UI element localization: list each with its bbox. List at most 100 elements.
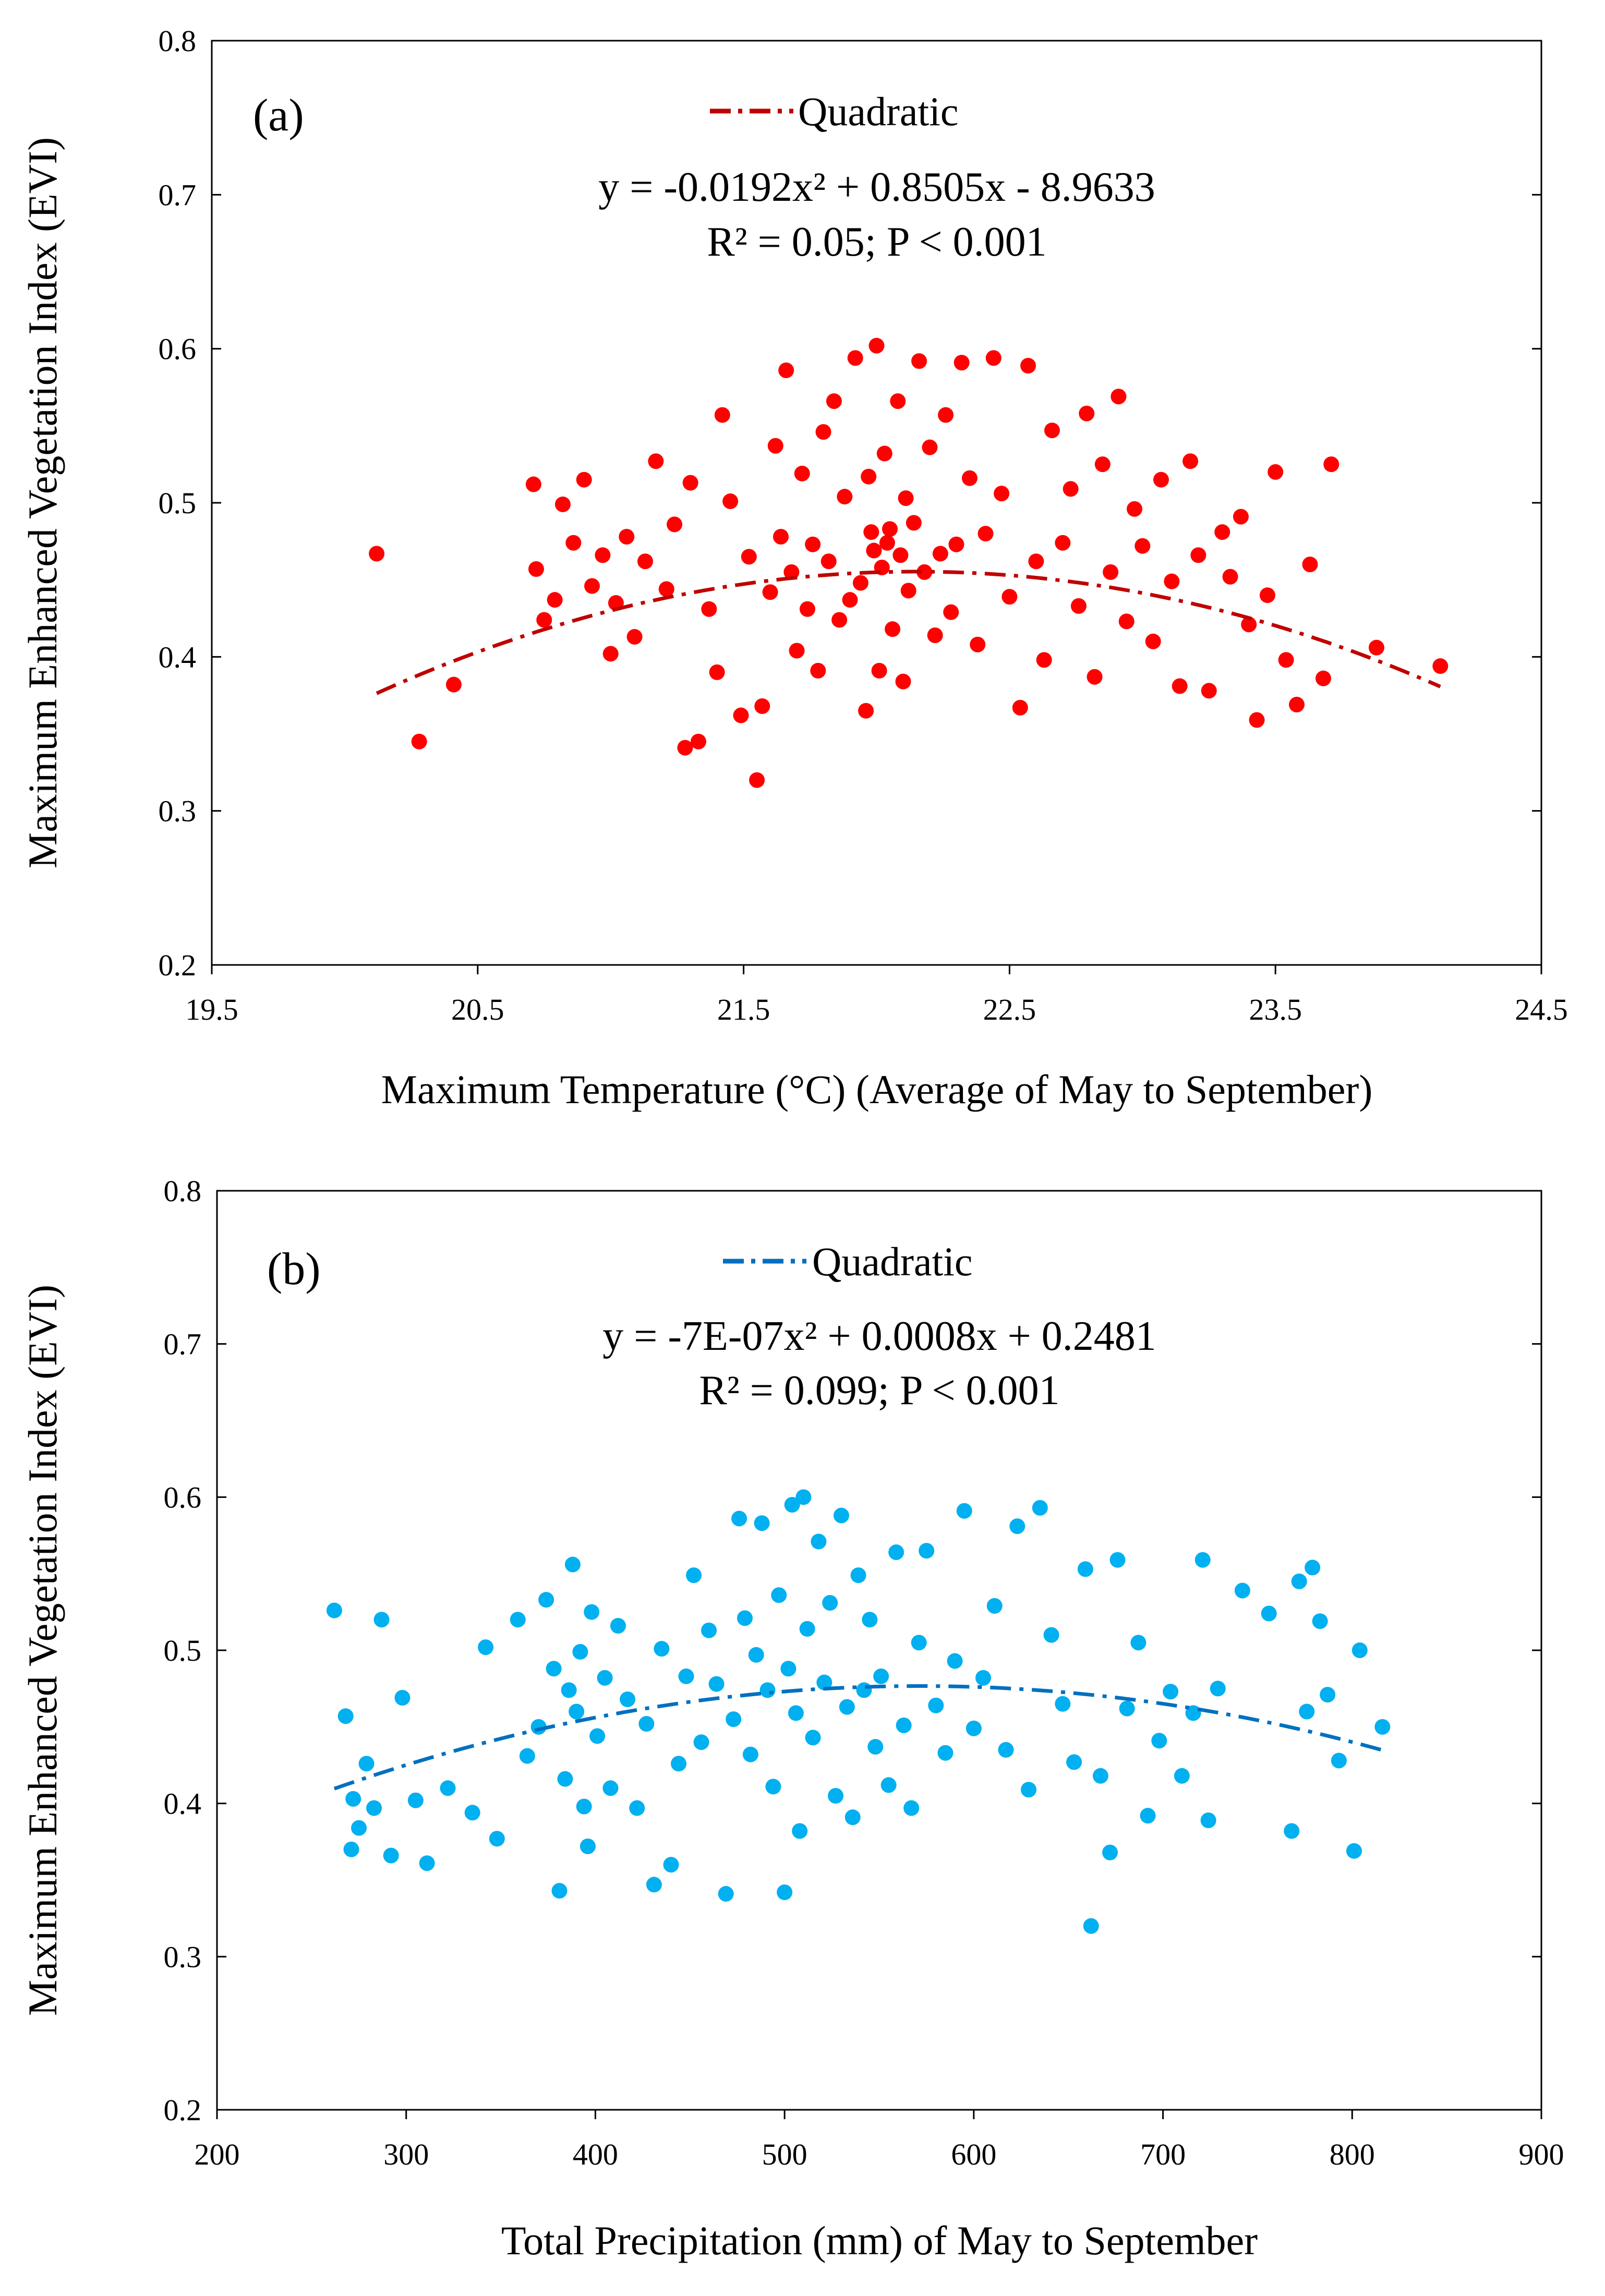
- data-point-a-77: [978, 526, 994, 542]
- data-point-a-75: [961, 470, 978, 486]
- data-point-b-17: [519, 1748, 535, 1764]
- data-point-b-59: [788, 1705, 804, 1721]
- data-point-a-36: [789, 643, 805, 659]
- data-point-b-104: [1151, 1733, 1167, 1749]
- data-point-a-20: [677, 740, 693, 756]
- data-point-b-36: [638, 1715, 655, 1732]
- legend-label-b: Quadratic: [812, 1239, 973, 1284]
- x-tick-label-b-3: 500: [762, 2137, 807, 2171]
- data-point-b-49: [737, 1610, 753, 1626]
- data-point-a-37: [794, 465, 810, 481]
- data-point-a-44: [831, 612, 848, 628]
- data-point-a-89: [1079, 405, 1095, 421]
- x-tick-label-b-6: 800: [1330, 2137, 1375, 2171]
- data-point-a-87: [1063, 481, 1079, 497]
- data-point-b-100: [1109, 1552, 1126, 1568]
- data-point-a-23: [701, 601, 717, 617]
- data-point-a-30: [754, 698, 770, 714]
- scatter-points-a: [369, 337, 1449, 788]
- x-tick-label-a-0: 19.5: [185, 993, 238, 1026]
- data-point-b-8: [383, 1847, 399, 1864]
- data-point-a-115: [1323, 456, 1339, 473]
- data-point-a-14: [619, 528, 635, 545]
- data-point-a-50: [861, 468, 877, 485]
- data-point-a-71: [938, 407, 954, 423]
- data-point-a-80: [1001, 589, 1018, 605]
- x-axis-title-b: Total Precipitation (mm) of May to Septe…: [501, 2218, 1258, 2263]
- data-point-b-116: [1305, 1560, 1321, 1576]
- data-point-a-91: [1094, 456, 1111, 473]
- x-tick-label-a-1: 20.5: [451, 993, 504, 1026]
- data-point-b-58: [784, 1497, 800, 1513]
- data-point-b-9: [394, 1690, 411, 1706]
- data-point-a-116: [1368, 639, 1384, 656]
- data-point-b-65: [816, 1674, 832, 1690]
- data-point-b-92: [1032, 1500, 1048, 1516]
- data-point-b-110: [1210, 1681, 1226, 1697]
- data-point-a-39: [805, 536, 821, 552]
- data-point-a-95: [1127, 501, 1143, 517]
- data-point-a-97: [1145, 633, 1161, 649]
- data-point-a-86: [1055, 535, 1071, 551]
- data-point-b-96: [1077, 1561, 1093, 1577]
- data-point-b-83: [937, 1745, 954, 1761]
- data-point-b-71: [850, 1567, 866, 1584]
- data-point-b-78: [896, 1717, 912, 1733]
- data-point-b-69: [839, 1699, 855, 1715]
- data-point-b-23: [561, 1682, 577, 1698]
- data-point-b-105: [1163, 1684, 1179, 1700]
- data-point-a-72: [943, 604, 959, 620]
- data-point-b-3: [345, 1791, 361, 1807]
- data-point-b-60: [792, 1823, 808, 1839]
- data-point-a-18: [658, 581, 674, 597]
- data-point-b-93: [1043, 1627, 1059, 1643]
- tick-labels-a: 0.2 0.3 0.4 0.5 0.6 0.7 0.8 19.5 20.5 21.5 22.5 23.…: [159, 24, 1568, 1026]
- data-point-b-39: [663, 1857, 679, 1873]
- data-point-a-113: [1302, 557, 1318, 573]
- data-point-a-45: [837, 489, 853, 505]
- data-point-a-103: [1201, 683, 1217, 699]
- data-point-b-46: [718, 1886, 734, 1902]
- scatter-points-b: [326, 1489, 1391, 1934]
- x-tick-label-a-4: 23.5: [1249, 993, 1302, 1026]
- legend-label-a: Quadratic: [798, 89, 959, 134]
- y-tick-label-b-4: 0.6: [164, 1480, 202, 1514]
- x-axis-title-a: Maximum Temperature (°C) (Average of May…: [381, 1067, 1373, 1112]
- data-point-b-37: [646, 1877, 662, 1893]
- data-point-b-14: [478, 1639, 494, 1655]
- data-point-b-106: [1174, 1768, 1190, 1784]
- data-point-a-60: [890, 393, 906, 409]
- y-tick-label-b-5: 0.7: [164, 1327, 202, 1361]
- data-point-a-111: [1278, 652, 1294, 668]
- data-point-a-41: [815, 424, 831, 440]
- data-point-b-43: [693, 1734, 709, 1750]
- y-axis-title-b: Maximum Enhanced Vegetation Index (EVI): [20, 1285, 65, 2016]
- data-point-b-28: [580, 1838, 596, 1854]
- data-point-b-10: [407, 1792, 424, 1808]
- axis-ticks-b: [216, 1190, 1542, 2119]
- data-point-b-101: [1119, 1700, 1135, 1717]
- panel-b: 0.2 0.3 0.4 0.5 0.6 0.7 0.8 200 300 400 500 600 700 8…: [20, 1174, 1564, 2263]
- data-point-a-114: [1315, 670, 1331, 686]
- data-point-b-4: [351, 1820, 367, 1836]
- data-point-b-44: [701, 1622, 717, 1638]
- data-point-a-7: [554, 496, 571, 512]
- data-point-a-65: [906, 515, 922, 531]
- data-point-b-26: [572, 1644, 588, 1660]
- data-point-b-57: [780, 1661, 797, 1677]
- data-point-a-70: [932, 546, 948, 562]
- x-tick-label-b-4: 600: [951, 2137, 996, 2171]
- data-point-a-85: [1044, 422, 1060, 439]
- data-point-a-94: [1118, 613, 1135, 630]
- data-point-b-35: [629, 1800, 645, 1816]
- data-point-a-19: [667, 516, 683, 533]
- data-point-a-32: [767, 438, 783, 454]
- data-point-b-81: [919, 1543, 935, 1559]
- data-point-a-48: [852, 575, 868, 591]
- data-point-b-22: [557, 1771, 573, 1787]
- data-point-b-45: [708, 1676, 725, 1692]
- x-tick-label-b-5: 700: [1140, 2137, 1186, 2171]
- data-point-a-8: [565, 535, 582, 551]
- data-point-a-22: [690, 733, 706, 750]
- data-point-b-47: [726, 1711, 742, 1727]
